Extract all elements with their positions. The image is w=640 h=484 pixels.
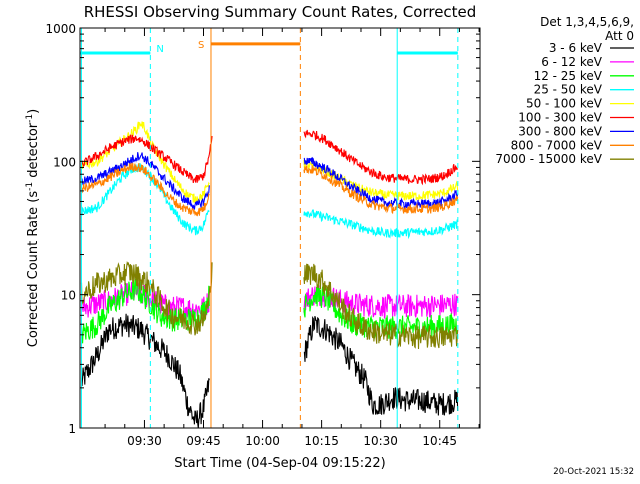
legend-label-0: 3 - 6 keV xyxy=(549,41,603,55)
x-tick-label-3: 10:15 xyxy=(304,434,339,448)
night-label: N xyxy=(156,44,163,55)
legend-label-8: 7000 - 15000 keV xyxy=(495,152,602,166)
series-line-7 xyxy=(80,162,459,217)
legend-label-4: 50 - 100 keV xyxy=(526,97,603,111)
y-axis-label-sup1: -1 xyxy=(25,182,35,191)
x-tick-label-2: 10:00 xyxy=(245,434,280,448)
series-line-5 xyxy=(81,129,459,186)
legend-label-7: 800 - 7000 keV xyxy=(511,138,603,152)
y-axis-label: Corrected Count Rate (s-1 detector-1) xyxy=(25,109,41,347)
x-tick-label-0: 09:30 xyxy=(127,434,162,448)
y-tick-label-2: 100 xyxy=(53,155,76,169)
x-tick-label-1: 09:45 xyxy=(186,434,221,448)
series-line-0 xyxy=(80,313,459,429)
y-axis-label-sup2: -1 xyxy=(25,114,35,123)
x-axis-label: Start Time (04-Sep-04 09:15:22) xyxy=(174,456,385,471)
y-tick-label-3: 1000 xyxy=(45,22,76,36)
series-line-8 xyxy=(80,260,459,350)
y-axis-label-mid: detector xyxy=(26,122,41,182)
series-line-3 xyxy=(81,163,459,240)
y-tick-label-0: 1 xyxy=(68,422,76,436)
saa-label: S xyxy=(198,40,204,51)
legend-label-3: 25 - 50 keV xyxy=(534,83,603,97)
legend-label-1: 6 - 12 keV xyxy=(541,55,603,69)
legend-header-line2: Att 0 xyxy=(605,29,634,43)
y-tick-label-1: 10 xyxy=(61,289,76,303)
legend-label-5: 100 - 300 keV xyxy=(518,111,602,125)
plot-frame xyxy=(79,27,481,429)
x-tick-label-5: 10:45 xyxy=(422,434,457,448)
series-line-4 xyxy=(81,121,459,204)
legend-header-line1: Det 1,3,4,5,6,9, xyxy=(540,15,634,29)
data-layer xyxy=(80,121,459,429)
x-tick-label-4: 10:30 xyxy=(363,434,398,448)
y-axis-label-main: Corrected Count Rate (s xyxy=(26,191,41,348)
legend-label-2: 12 - 25 keV xyxy=(534,69,603,83)
y-axis-label-end: ) xyxy=(26,109,41,114)
chart-title: RHESSI Observing Summary Count Rates, Co… xyxy=(84,3,477,21)
legend-label-6: 300 - 800 keV xyxy=(518,124,602,138)
axis-layer: 09:30 09:45 10:00 10:15 10:30 10:45 1 10 100 1000 xyxy=(45,22,480,448)
footer-timestamp: 20-Oct-2021 15:32 xyxy=(553,467,634,477)
